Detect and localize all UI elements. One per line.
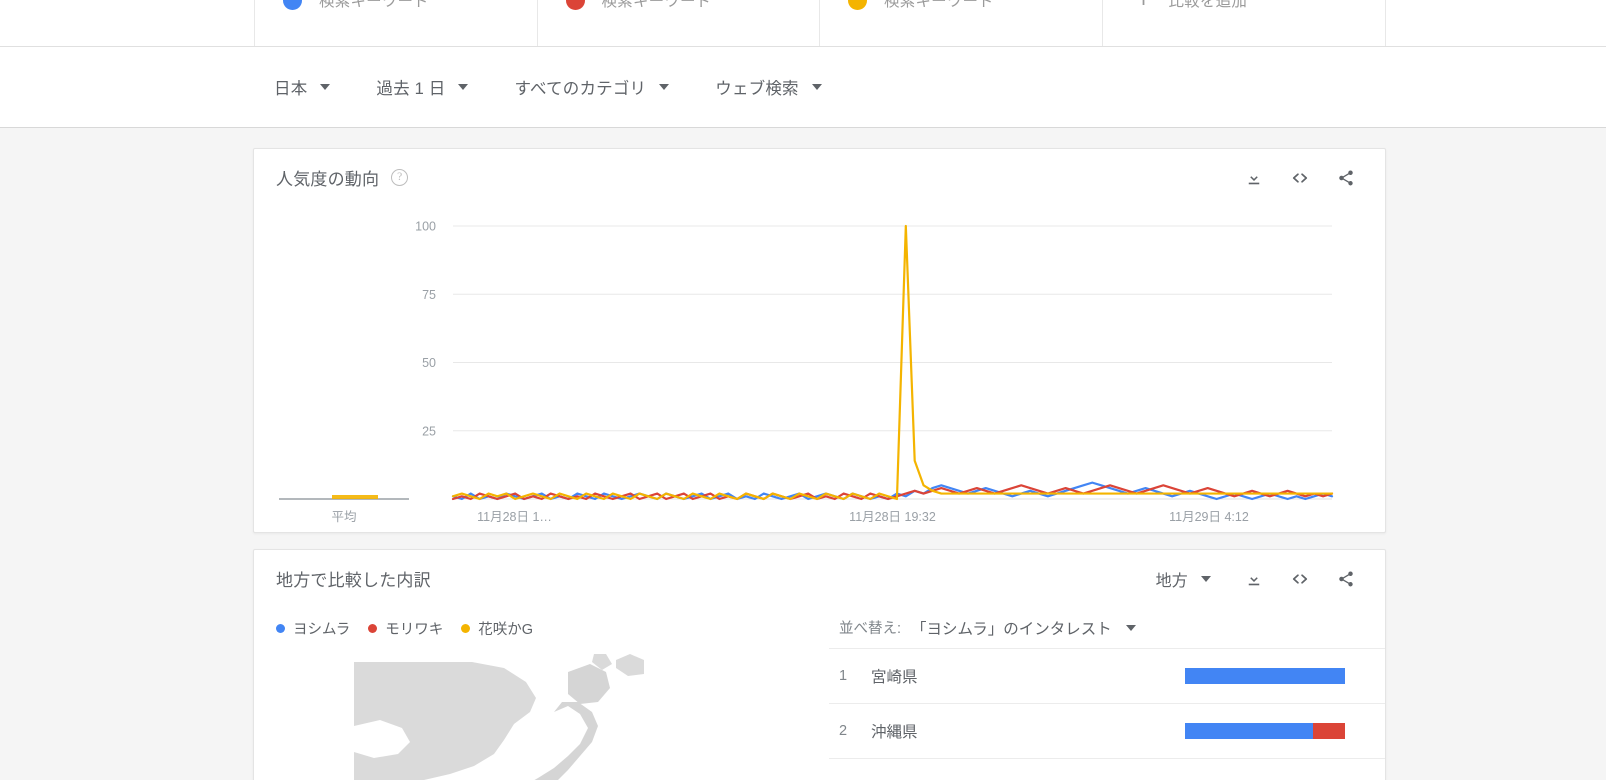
region-name: 宮崎県: [871, 669, 918, 686]
red-dot-icon: [368, 623, 378, 633]
filter-bar: 日本 過去 1 日 すべてのカテゴリ ウェブ検索: [0, 47, 1606, 128]
y-axis-tick: 25: [422, 424, 436, 438]
add-comparison-label: 比較を追加: [1168, 0, 1248, 10]
sort-value: 「ヨシムラ」のインタレスト: [911, 620, 1112, 638]
y-axis-tick: 75: [422, 288, 436, 302]
filter-time-range[interactable]: 過去 1 日: [376, 75, 469, 99]
yellow-dot-icon: [461, 623, 471, 633]
rank-number: 1: [839, 668, 848, 684]
y-axis-tick: 100: [415, 220, 436, 234]
download-icon[interactable]: [1243, 568, 1265, 590]
filter-search-type[interactable]: ウェブ検索: [715, 75, 822, 99]
x-axis-tick: 11月28日 1…: [477, 510, 552, 524]
region-level-select[interactable]: 地方: [1156, 567, 1211, 591]
rank-number: 2: [839, 723, 848, 739]
share-icon[interactable]: [1335, 568, 1357, 590]
download-icon[interactable]: [1243, 167, 1265, 189]
bar-segment-blue: [1185, 668, 1345, 684]
average-label: 平均: [331, 510, 356, 524]
chevron-down-icon: [1201, 575, 1211, 582]
interest-over-time-actions: [1243, 167, 1357, 189]
bar-segment-red: [1313, 723, 1345, 739]
sort-control[interactable]: 並べ替え: 「ヨシムラ」のインタレスト: [829, 607, 1385, 649]
help-icon[interactable]: ?: [391, 169, 409, 186]
map-legend: ヨシムラ モリワキ 花咲かG: [254, 607, 829, 649]
legend-item-2[interactable]: 花咲かG: [461, 618, 533, 639]
interest-over-time-card: 人気度の動向 ?: [253, 148, 1386, 533]
trend-line-chart: 100 75 50 25 平均 11月28日 1… 11月28日 19:32 11月29日 4…: [279, 220, 1334, 524]
keyword-comparison-strip: 検索キーワード 検索キーワード 検索キーワード + 比較を追加: [0, 0, 1606, 47]
chevron-down-icon: [320, 84, 331, 90]
blue-dot-icon: [283, 0, 302, 10]
keyword-cell-2[interactable]: 検索キーワード: [538, 0, 820, 46]
embed-icon[interactable]: [1289, 568, 1311, 590]
region-rank-list: 並べ替え: 「ヨシムラ」のインタレスト 1 宮崎県 2 沖縄県: [829, 607, 1385, 780]
interest-over-time-chart: 100 75 50 25 平均 11月28日 1… 11月28日 19:32 11月29日 4…: [254, 206, 1387, 532]
legend-label-2: 花咲かG: [478, 621, 534, 638]
x-axis-tick: 11月29日 4:12: [1169, 510, 1249, 524]
legend-label-0: ヨシムラ: [293, 621, 351, 638]
blue-dot-icon: [276, 623, 285, 633]
keyword-label-2: 検索キーワード: [601, 0, 712, 10]
share-icon[interactable]: [1335, 167, 1357, 189]
x-axis-tick: 11月28日 19:32: [849, 510, 936, 524]
filter-location[interactable]: 日本: [274, 75, 331, 99]
chevron-down-icon: [1125, 624, 1136, 631]
chevron-down-icon: [458, 84, 469, 90]
legend-item-1[interactable]: モリワキ: [368, 618, 443, 639]
filter-category[interactable]: すべてのカテゴリ: [514, 75, 670, 99]
yellow-dot-icon: [848, 0, 867, 10]
region-breakdown-body: ヨシムラ モリワキ 花咲かG: [254, 607, 1385, 780]
interest-bar: [1185, 668, 1345, 684]
keyword-label-1: 検索キーワード: [319, 0, 429, 10]
filter-location-label: 日本: [274, 80, 308, 98]
bar-segment-blue: [1185, 723, 1313, 739]
red-dot-icon: [565, 0, 585, 10]
sort-label: 並べ替え:: [839, 621, 902, 637]
plus-icon: +: [1137, 0, 1151, 12]
interest-over-time-header: 人気度の動向 ?: [254, 149, 1385, 206]
keyword-cell-3[interactable]: 検索キーワード: [820, 0, 1103, 46]
page-title: 人気度の動向: [276, 170, 380, 189]
japan-map[interactable]: [354, 654, 644, 780]
chevron-down-icon: [659, 84, 670, 90]
keyword-label-3: 検索キーワード: [884, 0, 994, 10]
table-row[interactable]: 1 宮崎県: [829, 649, 1385, 704]
region-breakdown-actions: 地方: [1156, 567, 1357, 591]
filter-time-range-label: 過去 1 日: [376, 80, 446, 98]
filter-search-type-label: ウェブ検索: [715, 80, 799, 98]
legend-item-0[interactable]: ヨシムラ: [276, 618, 350, 639]
keyword-comparison-row: 検索キーワード 検索キーワード 検索キーワード + 比較を追加: [254, 0, 1386, 46]
keyword-cell-1[interactable]: 検索キーワード: [255, 0, 538, 46]
region-name: 沖縄県: [871, 724, 918, 741]
interest-bar: [1185, 723, 1345, 739]
region-breakdown-card: 地方で比較した内訳 地方: [253, 549, 1386, 780]
region-map-panel: ヨシムラ モリワキ 花咲かG: [254, 607, 829, 780]
region-breakdown-title: 地方で比較した内訳: [276, 571, 431, 590]
region-breakdown-header: 地方で比較した内訳 地方: [254, 550, 1385, 607]
legend-label-1: モリワキ: [385, 621, 444, 638]
region-level-label: 地方: [1155, 572, 1188, 590]
filter-category-label: すべてのカテゴリ: [514, 80, 647, 98]
embed-icon[interactable]: [1289, 167, 1311, 189]
chevron-down-icon: [811, 84, 822, 90]
add-comparison-button[interactable]: + 比較を追加: [1103, 0, 1386, 46]
japan-map-svg: [354, 654, 644, 780]
table-row[interactable]: 2 沖縄県: [829, 704, 1385, 759]
series-花咲かG: [451, 224, 1334, 501]
y-axis-tick: 50: [422, 356, 436, 370]
